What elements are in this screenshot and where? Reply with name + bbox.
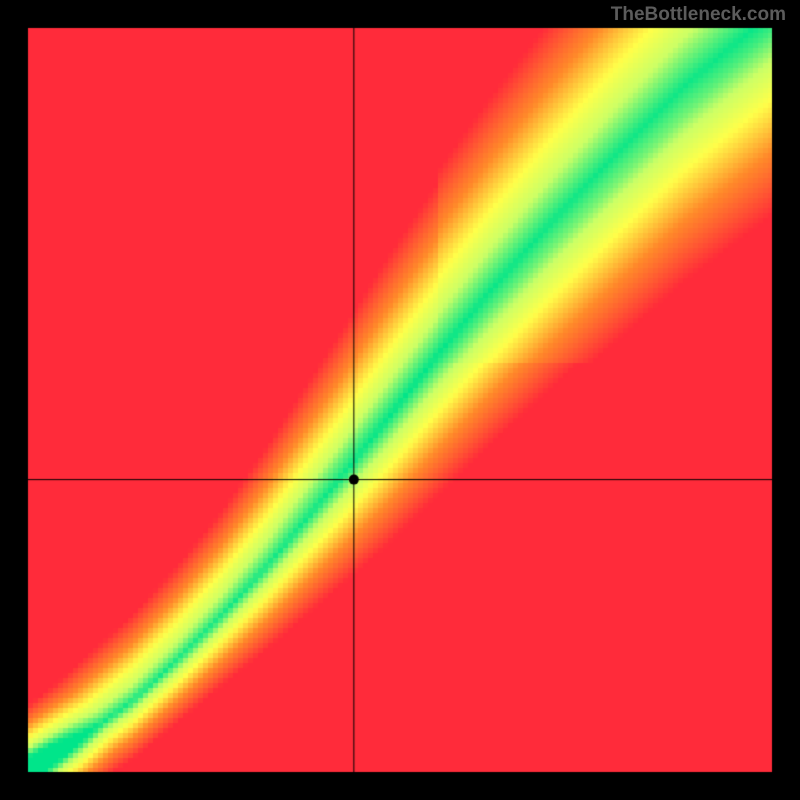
chart-container: TheBottleneck.com	[0, 0, 800, 800]
bottleneck-heatmap	[0, 0, 800, 800]
attribution-text: TheBottleneck.com	[611, 4, 786, 26]
